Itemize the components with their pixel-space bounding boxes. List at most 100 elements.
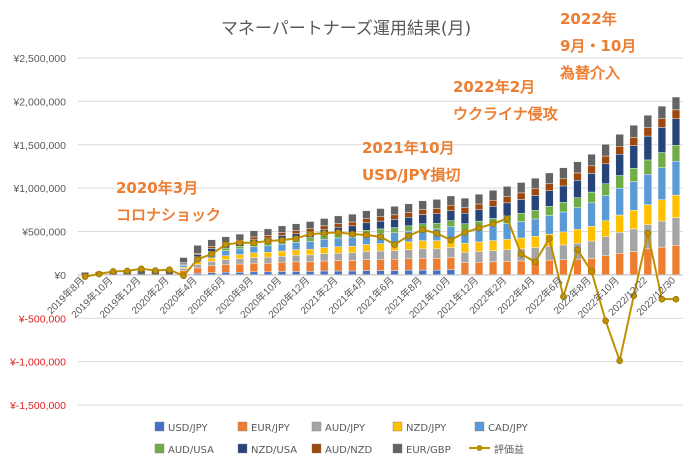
bar-segment	[292, 242, 301, 250]
line-point	[546, 235, 553, 242]
bar-segment	[460, 262, 469, 276]
y-tick-label: ¥-1,000,000	[9, 357, 66, 369]
bar-segment	[334, 246, 343, 254]
bar-segment	[559, 211, 568, 233]
bar-segment	[545, 259, 554, 276]
bar-segment	[657, 105, 666, 119]
line-point	[334, 229, 342, 236]
legend-label: CAD/JPY	[488, 423, 529, 434]
line-point	[630, 292, 638, 299]
bar-segment	[671, 109, 681, 119]
y-axis-ticks: ¥2,500,000 ¥2,000,000 ¥1,500,000 ¥1,000,000…	[9, 53, 66, 412]
line-point	[489, 220, 497, 227]
series-eur-jpy	[179, 245, 681, 276]
bar-segment	[235, 233, 244, 241]
bar-segment	[390, 206, 399, 216]
bar-segment	[362, 210, 371, 219]
bar-segment	[348, 236, 357, 247]
bar-segment	[671, 161, 681, 196]
bar-segment	[601, 144, 610, 157]
bar-segment	[432, 213, 441, 224]
bar-segment	[432, 258, 441, 271]
bar-segment	[460, 197, 469, 208]
bar-segment	[601, 236, 610, 256]
bar-segment	[362, 251, 371, 260]
legend-item: USD/JPY	[154, 421, 208, 434]
bar-segment	[545, 206, 554, 216]
bar-segment	[460, 213, 469, 224]
bar-segment	[615, 232, 624, 254]
bar-segment	[503, 202, 512, 217]
line-point	[278, 236, 286, 244]
bar-segment	[320, 260, 329, 272]
bar-segment	[292, 223, 301, 231]
annotation-text: 2020年3月	[116, 179, 198, 197]
bar-segment	[671, 96, 681, 111]
bar-segment	[249, 262, 258, 273]
bar-segment	[277, 250, 287, 257]
bar-segment	[573, 161, 582, 174]
y-tick-label: ¥500,000	[21, 227, 66, 239]
bar-segment	[306, 237, 315, 242]
bar-segment	[432, 240, 441, 250]
bar-segment	[629, 181, 638, 211]
line-point	[602, 317, 609, 325]
line-point	[194, 255, 201, 263]
bar-segment	[390, 219, 399, 228]
line-point	[672, 295, 680, 303]
bar-segment	[235, 246, 244, 250]
bar-segment	[193, 264, 202, 269]
bar-segment	[432, 199, 441, 209]
bar-segment	[531, 188, 540, 196]
bar-segment	[643, 248, 652, 276]
bar-segment	[207, 246, 216, 249]
bar-segment	[531, 210, 540, 220]
bar-segment	[390, 259, 399, 271]
line-point	[236, 239, 244, 247]
legend-swatch	[392, 421, 403, 432]
bar-segment	[376, 250, 385, 260]
bar-segment	[643, 115, 652, 128]
bar-segment	[390, 227, 399, 234]
line-point	[180, 272, 187, 280]
bar-segment	[517, 213, 526, 222]
bar-segment	[615, 252, 624, 276]
bar-segment	[474, 262, 484, 276]
bar-segment	[446, 257, 455, 270]
bar-segment	[601, 255, 610, 276]
bar-segment	[474, 251, 484, 263]
y-tick-label: ¥0	[53, 270, 66, 282]
bar-segment	[559, 178, 568, 187]
bar-segment	[235, 248, 244, 255]
bar-segment	[629, 145, 638, 169]
bar-segment	[418, 214, 427, 224]
series-eur-gbp	[80, 96, 681, 276]
bar-segment	[221, 250, 230, 256]
bar-segment	[643, 174, 652, 205]
bar-segment	[348, 252, 357, 261]
line-point	[475, 224, 483, 232]
bar-segment	[629, 251, 638, 276]
line-point	[81, 273, 89, 280]
bar-segment	[404, 216, 413, 227]
bar-segment	[432, 248, 441, 259]
bar-segment	[320, 270, 329, 276]
bar-segment	[615, 146, 624, 155]
bar-segment	[671, 194, 681, 218]
bar-segment	[517, 221, 526, 239]
bar-segment	[615, 134, 624, 147]
bar-segment	[629, 167, 638, 182]
bar-segment	[629, 210, 638, 230]
bar-segment	[404, 203, 413, 213]
bar-segment	[249, 236, 258, 240]
bar-segment	[277, 271, 287, 276]
legend-item: AUD/USA	[154, 443, 214, 456]
bar-segment	[390, 214, 399, 220]
bar-segment	[263, 245, 273, 253]
bar-segment	[376, 243, 385, 252]
y-tick-label: ¥2,000,000	[12, 96, 66, 108]
bar-segment	[559, 167, 568, 180]
bar-segment	[488, 190, 498, 201]
bar-segment	[488, 250, 498, 263]
bar-segment	[503, 249, 512, 262]
